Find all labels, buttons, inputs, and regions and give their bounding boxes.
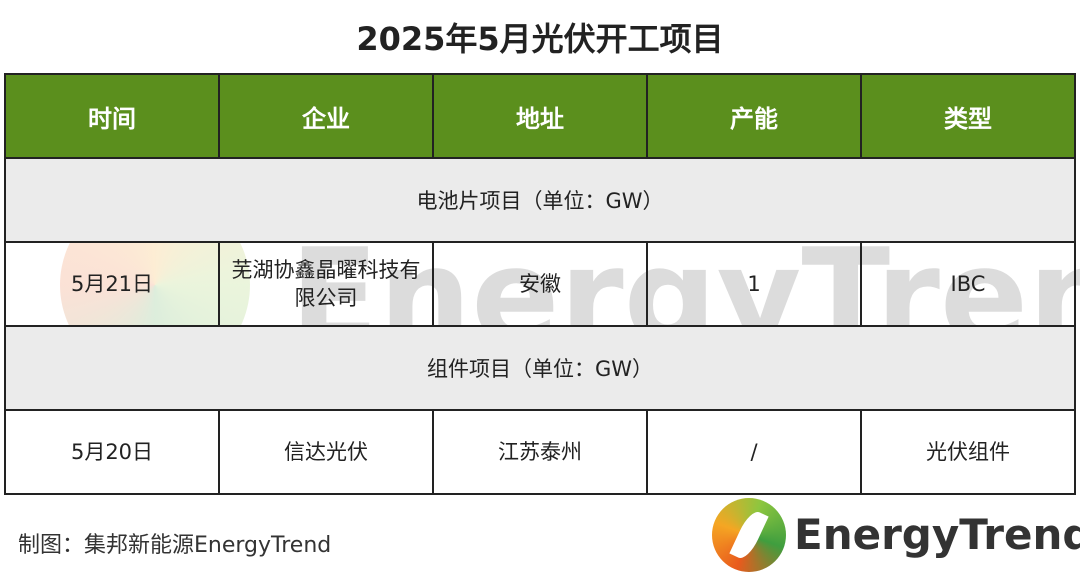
logo-text: EnergyTrend	[794, 510, 1080, 559]
section-label: 组件项目（单位：GW）	[4, 325, 1076, 411]
leaf-logo-icon	[712, 498, 786, 572]
page-title: 2025年5月光伏开工项目	[356, 20, 724, 58]
section-row: 电池片项目（单位：GW）	[4, 157, 1076, 243]
cell-company: 信达光伏	[218, 409, 434, 495]
cell-capacity: 1	[646, 241, 862, 327]
header-company: 企业	[218, 73, 434, 159]
cell-address: 安徽	[432, 241, 648, 327]
header-time: 时间	[4, 73, 220, 159]
cell-address: 江苏泰州	[432, 409, 648, 495]
projects-table: 时间 企业 地址 产能 类型 电池片项目（单位：GW） 5月21日 芜湖协鑫晶曜…	[4, 73, 1076, 495]
company-text: 芜湖协鑫晶曜科技有限公司	[231, 258, 421, 310]
cell-type: IBC	[860, 241, 1076, 327]
chart-credit: 制图：集邦新能源EnergyTrend	[18, 533, 332, 558]
table-row: 5月21日 芜湖协鑫晶曜科技有限公司 安徽 1 IBC	[4, 241, 1076, 327]
section-label: 电池片项目（单位：GW）	[4, 157, 1076, 243]
cell-company: 芜湖协鑫晶曜科技有限公司	[218, 241, 434, 327]
section-row: 组件项目（单位：GW）	[4, 325, 1076, 411]
cell-type: 光伏组件	[860, 409, 1076, 495]
header-type: 类型	[860, 73, 1076, 159]
header-capacity: 产能	[646, 73, 862, 159]
header-address: 地址	[432, 73, 648, 159]
cell-capacity: /	[646, 409, 862, 495]
table-header: 时间 企业 地址 产能 类型	[4, 73, 1076, 159]
cell-time: 5月21日	[4, 241, 220, 327]
cell-time: 5月20日	[4, 409, 220, 495]
table-row: 5月20日 信达光伏 江苏泰州 / 光伏组件	[4, 409, 1076, 495]
energytrend-logo: EnergyTrend	[712, 498, 1080, 574]
